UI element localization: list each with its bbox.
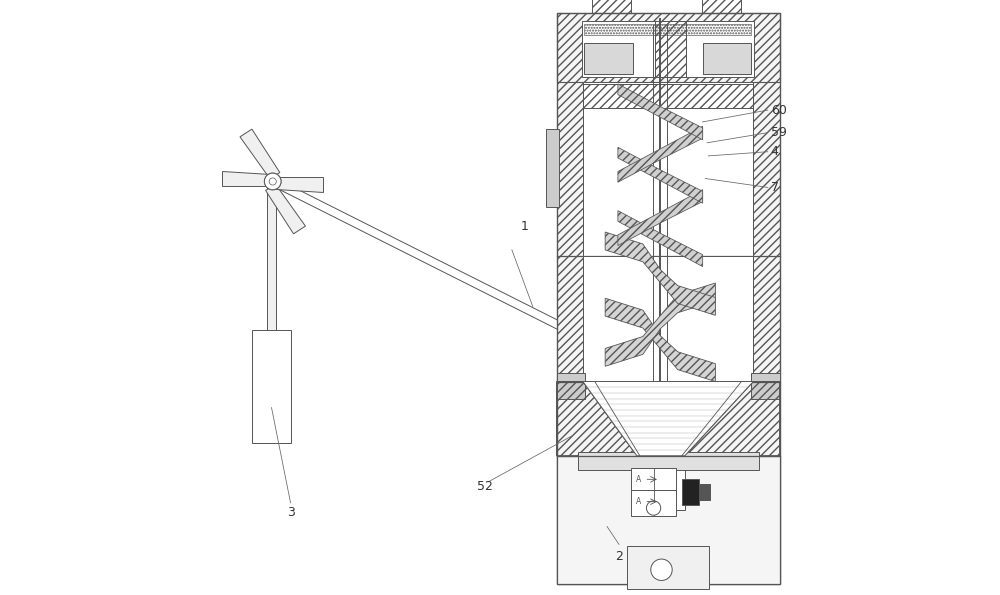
Text: 1: 1 [521, 220, 529, 233]
Bar [267, 178, 276, 333]
Polygon shape [618, 148, 703, 203]
Text: 52: 52 [477, 480, 493, 493]
Bar [557, 256, 583, 381]
Circle shape [646, 501, 661, 515]
Bar [557, 456, 780, 584]
Polygon shape [618, 84, 703, 140]
Bar [703, 43, 751, 74]
Circle shape [264, 173, 281, 190]
Bar [753, 256, 780, 381]
Bar [583, 84, 753, 108]
Polygon shape [618, 126, 703, 182]
Polygon shape [605, 298, 715, 381]
Polygon shape [618, 190, 703, 246]
Bar [582, 21, 754, 77]
Bar [631, 490, 676, 516]
Bar [583, 82, 753, 256]
Text: 4: 4 [771, 145, 779, 158]
Text: A: A [636, 497, 641, 506]
Bar [557, 82, 583, 256]
Bar [753, 82, 780, 256]
Bar [751, 372, 780, 399]
Bar [682, 479, 699, 506]
Bar [583, 84, 753, 108]
Polygon shape [605, 283, 715, 367]
Polygon shape [266, 184, 305, 234]
Polygon shape [240, 129, 280, 178]
Bar [252, 330, 291, 443]
Text: 3: 3 [287, 506, 294, 519]
Bar [557, 372, 585, 399]
Bar [546, 129, 559, 207]
Polygon shape [222, 171, 270, 186]
Polygon shape [618, 211, 703, 267]
Bar [557, 13, 780, 584]
Circle shape [269, 178, 276, 185]
Bar [631, 468, 676, 490]
Bar [627, 546, 709, 589]
Bar [583, 256, 753, 381]
Bar [702, 0, 741, 13]
Bar [753, 256, 780, 381]
Bar [584, 24, 751, 35]
Polygon shape [276, 177, 323, 192]
Bar [655, 21, 686, 77]
Bar [643, 428, 679, 452]
Bar [637, 456, 685, 510]
Bar [699, 484, 710, 500]
Bar [578, 452, 759, 470]
Polygon shape [583, 381, 753, 456]
Circle shape [651, 559, 672, 581]
Text: 60: 60 [771, 104, 787, 117]
Bar [753, 82, 780, 256]
Bar [557, 82, 583, 256]
Bar [655, 21, 686, 77]
Circle shape [264, 173, 281, 190]
Bar [557, 256, 583, 381]
Bar [699, 484, 710, 500]
Bar [557, 13, 780, 82]
Text: 7: 7 [771, 181, 779, 194]
Bar [584, 43, 633, 74]
Polygon shape [605, 232, 715, 315]
Bar [592, 0, 631, 13]
Text: 2: 2 [615, 550, 623, 563]
Text: A: A [636, 475, 641, 484]
Bar [557, 13, 780, 82]
Text: 59: 59 [771, 126, 787, 139]
